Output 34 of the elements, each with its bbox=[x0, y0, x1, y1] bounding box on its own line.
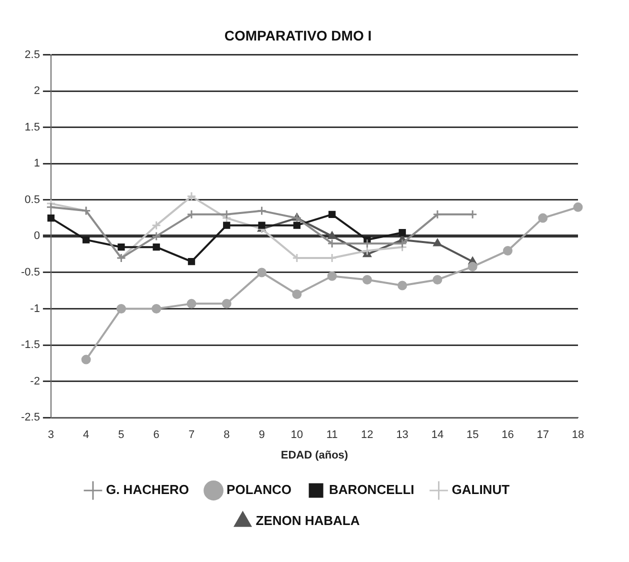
legend-label: BARONCELLI bbox=[329, 482, 414, 498]
legend-label: ZENON HABALA bbox=[256, 513, 360, 528]
y-tick-label: 2.5 bbox=[24, 48, 40, 61]
legend-label: POLANCO bbox=[226, 482, 292, 498]
x-tick-label: 18 bbox=[572, 429, 584, 442]
x-tick-label: 12 bbox=[361, 429, 374, 442]
y-tick-label: -2.5 bbox=[20, 412, 40, 424]
legend-label: GALINUT bbox=[452, 482, 510, 498]
x-tick-label: 6 bbox=[153, 429, 160, 442]
x-tick-label: 11 bbox=[326, 429, 338, 442]
x-tick-label: 8 bbox=[224, 429, 230, 442]
y-tick-label: -0.5 bbox=[20, 266, 40, 279]
y-tick-label: -1 bbox=[30, 302, 40, 315]
x-tick-label: 15 bbox=[466, 429, 479, 442]
x-tick-label: 17 bbox=[536, 429, 549, 442]
x-tick-label: 14 bbox=[431, 429, 444, 442]
x-tick-label: 10 bbox=[290, 429, 304, 442]
y-tick-label: 1 bbox=[34, 158, 40, 170]
y-tick-label: -1.5 bbox=[20, 339, 40, 352]
y-tick-label: 0.5 bbox=[24, 194, 40, 206]
y-tick-label: 1.5 bbox=[24, 121, 40, 134]
x-tick-label: 13 bbox=[396, 429, 408, 442]
y-tick-label: -2 bbox=[30, 375, 40, 388]
y-tick-label: 0 bbox=[34, 230, 40, 242]
chart-title: COMPARATIVO DMO I bbox=[224, 27, 372, 44]
x-axis-title: EDAD (años) bbox=[280, 449, 348, 462]
x-tick-label: 4 bbox=[83, 429, 90, 442]
x-tick-label: 3 bbox=[48, 429, 54, 442]
x-tick-label: 5 bbox=[118, 429, 124, 442]
x-tick-label: 16 bbox=[502, 429, 514, 442]
y-tick-label: 2 bbox=[34, 85, 40, 98]
x-tick-label: 9 bbox=[258, 429, 265, 442]
x-tick-label: 7 bbox=[188, 429, 195, 442]
legend-label: G. HACHERO bbox=[106, 482, 190, 498]
